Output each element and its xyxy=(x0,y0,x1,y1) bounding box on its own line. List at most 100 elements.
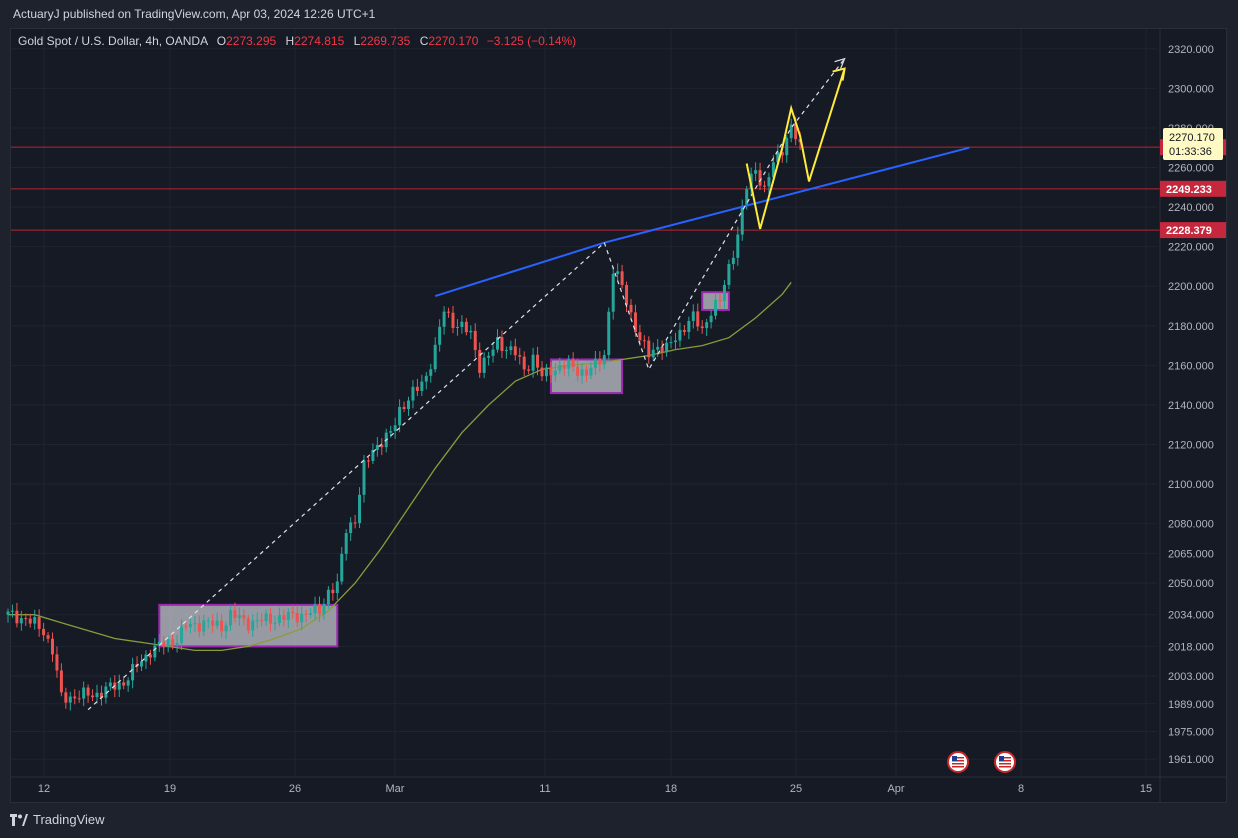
candle-body xyxy=(157,641,161,646)
time-tick-label: Apr xyxy=(887,783,904,795)
candle-body xyxy=(37,617,41,629)
candle-body xyxy=(740,205,744,235)
candle-body xyxy=(95,692,99,698)
price-tick-label: 2240.000 xyxy=(1168,202,1214,214)
events xyxy=(947,751,1016,773)
time-tick-label: Mar xyxy=(386,783,405,795)
candle-body xyxy=(678,329,682,341)
candle-body xyxy=(331,589,335,594)
candle-body xyxy=(562,365,566,369)
candle-body xyxy=(140,661,143,667)
candle-body xyxy=(51,638,54,655)
candle-body xyxy=(206,620,210,622)
candle-body xyxy=(77,698,81,700)
moving-average xyxy=(8,281,792,652)
candle-body xyxy=(500,337,504,352)
candle-body xyxy=(602,355,606,365)
us-event-flag-icon[interactable] xyxy=(947,751,969,773)
candle-body xyxy=(277,615,281,623)
candle-body xyxy=(99,692,103,698)
candle-body xyxy=(398,406,402,426)
resistance-trendline xyxy=(434,146,970,298)
candle-body xyxy=(656,346,660,350)
candle-body xyxy=(415,386,419,391)
tradingview-logo[interactable]: TradingView xyxy=(10,812,105,827)
current-price-value: 2270.170 xyxy=(1169,132,1215,144)
symbol-legend: Gold Spot / U.S. Dollar, 4h, OANDA O2273… xyxy=(18,34,576,48)
candle-body xyxy=(611,273,615,312)
candle-body xyxy=(469,330,473,333)
candle-body xyxy=(536,354,540,368)
candle-body xyxy=(6,611,10,615)
tradingview-logo-icon xyxy=(10,813,28,826)
candle-body xyxy=(402,406,406,410)
candle-body xyxy=(620,271,624,286)
candle-body xyxy=(665,342,669,353)
candle-body xyxy=(763,185,766,187)
us-event-flag-icon[interactable] xyxy=(994,751,1016,773)
candle-body xyxy=(460,321,464,327)
price-tick-label: 2320.000 xyxy=(1168,44,1214,56)
candle-body xyxy=(335,581,339,594)
candle-body xyxy=(580,369,584,376)
candle-body xyxy=(660,346,664,353)
candle-body xyxy=(687,320,691,332)
candle-body xyxy=(424,375,428,382)
candle-body xyxy=(438,326,442,345)
price-tick-label: 2018.000 xyxy=(1168,641,1214,653)
candle-body xyxy=(389,431,393,433)
high-value: 2274.815 xyxy=(294,34,345,48)
candle-body xyxy=(616,271,620,274)
candle-body xyxy=(229,610,232,626)
candle-body xyxy=(429,369,433,376)
candle-body xyxy=(455,326,459,328)
price-level-badge xyxy=(1160,222,1226,239)
candle-body xyxy=(700,326,704,329)
candle-body xyxy=(491,349,495,356)
candle-body xyxy=(785,138,789,156)
candle-body xyxy=(349,522,353,534)
candle-body xyxy=(789,124,793,139)
price-tick-label: 2180.000 xyxy=(1168,321,1214,333)
open-label: O xyxy=(216,34,227,48)
candle-body xyxy=(571,359,575,367)
candle-body xyxy=(576,366,580,376)
candle-body xyxy=(197,623,201,632)
candle-body xyxy=(148,654,152,658)
current-price-countdown: 01:33:36 xyxy=(1169,146,1212,158)
time-tick-label: 12 xyxy=(38,783,50,795)
candle-body xyxy=(393,425,397,432)
candle-body xyxy=(46,635,50,639)
high-label: H xyxy=(285,34,295,48)
candle-body xyxy=(736,234,740,258)
candle-body xyxy=(722,284,726,301)
candle-body xyxy=(482,357,486,373)
time-tick-label: 25 xyxy=(790,783,802,795)
candle-body xyxy=(593,358,597,368)
candle-body xyxy=(291,611,295,614)
price-tick-label: 1975.000 xyxy=(1168,726,1214,738)
candle-body xyxy=(68,696,72,703)
price-tick-label: 1961.000 xyxy=(1168,754,1214,766)
candle-body xyxy=(242,615,246,619)
candle-body xyxy=(19,618,23,624)
candle-body xyxy=(144,654,148,662)
price-tick-label: 1989.000 xyxy=(1168,699,1214,711)
price-tick-label: 2220.000 xyxy=(1168,242,1214,254)
dashed-trendline xyxy=(87,242,605,711)
projection-path xyxy=(745,68,846,230)
candle-body xyxy=(273,622,277,624)
candle-body xyxy=(202,620,206,632)
candle-body xyxy=(709,315,713,323)
candle-body xyxy=(86,687,90,696)
candle-body xyxy=(220,620,224,632)
candle-body xyxy=(420,381,424,391)
candle-body xyxy=(153,645,157,658)
candle-body xyxy=(473,330,477,351)
candle-body xyxy=(28,618,32,624)
projection-arrow-head xyxy=(832,67,846,81)
candle-body xyxy=(215,620,219,626)
candle-body xyxy=(237,615,241,619)
chart-panel[interactable] xyxy=(10,28,1227,803)
